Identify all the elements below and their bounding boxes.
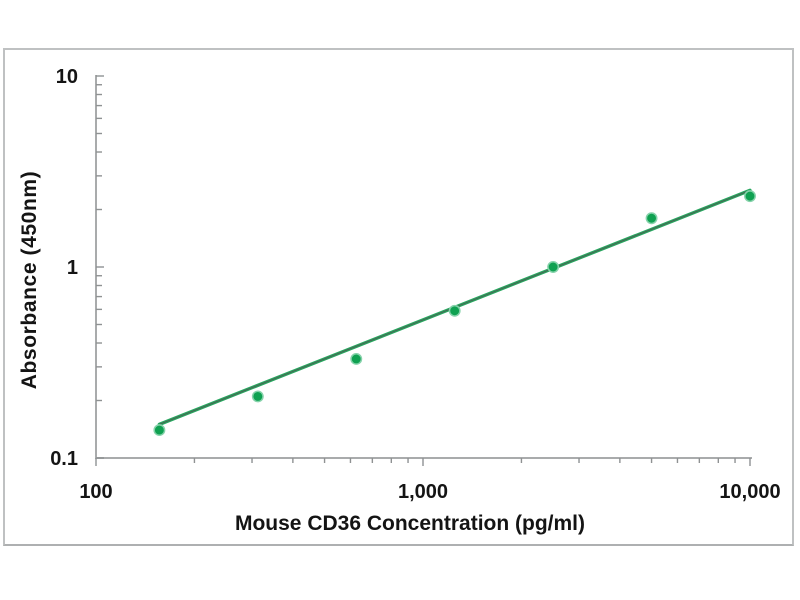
data-point <box>350 353 363 365</box>
x-axis-title: Mouse CD36 Concentration (pg/ml) <box>235 512 585 535</box>
data-point <box>448 304 461 317</box>
data-point <box>645 212 658 225</box>
data-point <box>251 390 264 403</box>
y-tick-label: 10 <box>56 66 78 88</box>
y-tick-label: 1 <box>67 257 78 279</box>
x-tick-label: 100 <box>79 481 112 503</box>
data-point <box>547 261 560 273</box>
data-point <box>744 190 756 203</box>
y-tick-label: 0.1 <box>50 448 78 470</box>
data-point <box>153 424 166 437</box>
chart-frame <box>3 48 794 546</box>
x-tick-label: 10,000 <box>719 481 780 503</box>
x-tick-label: 1,000 <box>398 481 448 503</box>
y-axis-title: Absorbance (450nm) <box>18 171 41 390</box>
